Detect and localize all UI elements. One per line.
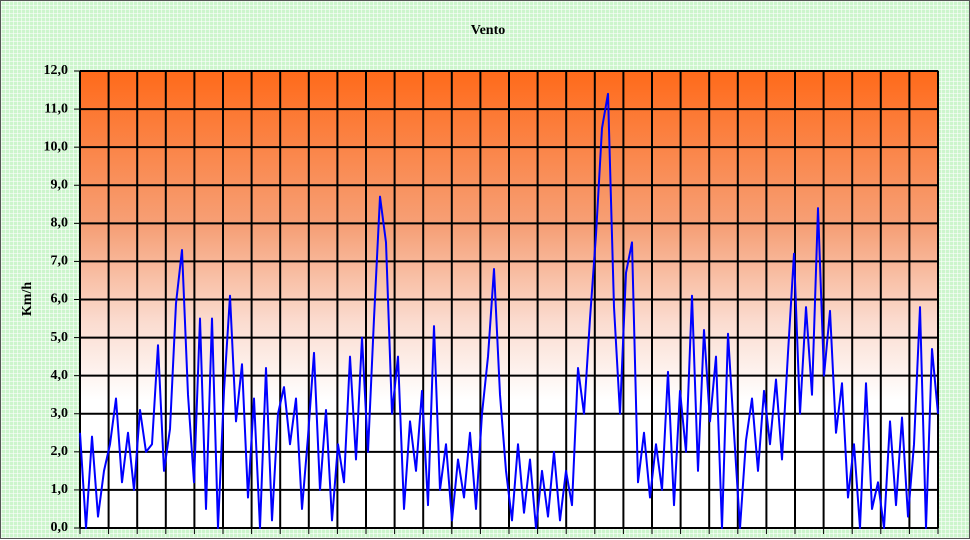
y-tick-label: 7,0 — [51, 254, 69, 269]
y-tick-label: 11,0 — [44, 101, 68, 116]
y-tick-label: 8,0 — [51, 216, 69, 231]
y-tick-label: 10,0 — [44, 139, 69, 154]
y-tick-label: 9,0 — [51, 177, 69, 192]
y-tick-label: 6,0 — [51, 292, 69, 307]
y-axis-label: Km/h — [20, 282, 35, 316]
y-tick-label: 12,0 — [44, 63, 69, 78]
chart-title: Vento — [471, 23, 506, 38]
y-tick-label: 0,0 — [51, 520, 69, 535]
data-line — [79, 92, 939, 529]
y-tick-label: 1,0 — [51, 482, 69, 497]
y-tick-label: 3,0 — [51, 406, 69, 421]
y-tick-label: 4,0 — [51, 368, 69, 383]
y-tick-label: 5,0 — [51, 330, 69, 345]
y-tick-label: 2,0 — [51, 444, 69, 459]
